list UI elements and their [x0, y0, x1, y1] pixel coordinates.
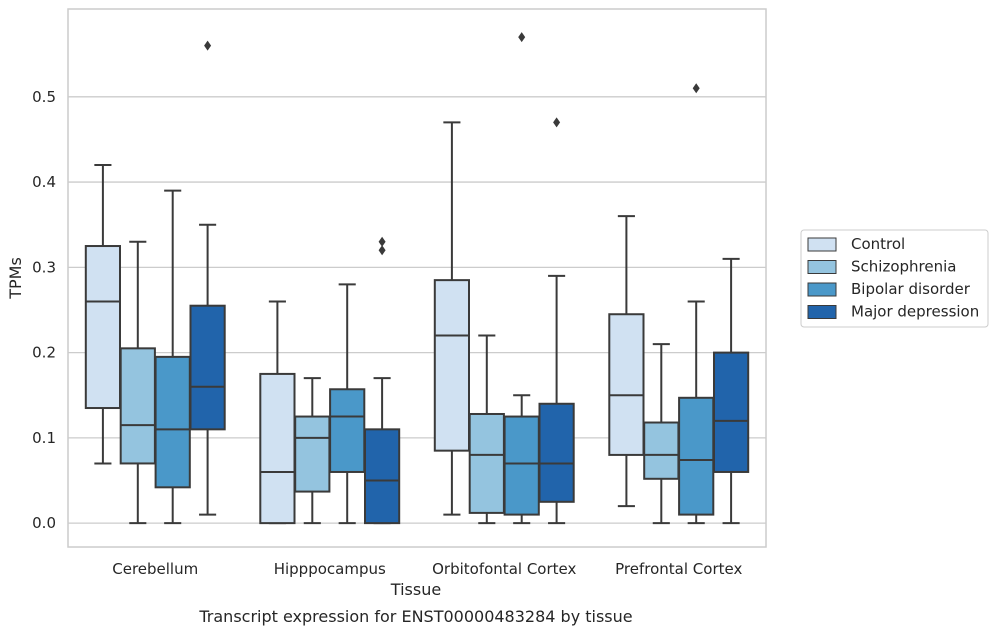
legend: Control Schizophrenia Bipolar disorder Majo… — [800, 229, 989, 328]
legend-swatch — [807, 282, 837, 297]
y-tick-label: 0.4 — [32, 173, 56, 191]
legend-swatch — [807, 305, 837, 319]
y-tick-label: 0.3 — [32, 258, 56, 276]
y-tick-label: 0.1 — [32, 429, 56, 447]
box — [294, 377, 331, 525]
x-tick-label: Prefrontal Cortex — [615, 560, 742, 578]
x-tick-label: Orbitofontal Cortex — [432, 560, 576, 578]
box-groups — [84, 32, 750, 525]
outlier-point — [692, 83, 700, 94]
box-iqr — [468, 412, 505, 514]
box-iqr — [433, 279, 471, 452]
outlier-point — [553, 117, 561, 128]
box-iqr — [84, 245, 122, 410]
y-tick-label: 0.2 — [32, 344, 56, 362]
box-iqr — [538, 402, 575, 503]
box-iqr — [363, 428, 401, 525]
legend-frame — [800, 229, 989, 328]
box-iqr — [503, 415, 540, 516]
box-iqr — [259, 372, 296, 525]
box — [119, 240, 156, 525]
box-iqr — [119, 347, 156, 465]
x-axis-label: Tissue — [390, 580, 441, 599]
outlier-point — [378, 245, 386, 256]
box — [608, 215, 645, 508]
y-tick-label: 0.0 — [32, 514, 56, 532]
legend-label: Major depression — [851, 303, 979, 321]
box — [712, 257, 750, 525]
box-iqr — [294, 415, 331, 493]
box — [433, 121, 471, 516]
legend-label: Bipolar disorder — [851, 280, 971, 298]
chart-caption: Transcript expression for ENST0000048328… — [198, 607, 632, 626]
legend-swatch — [807, 260, 837, 274]
legend-label: Schizophrenia — [851, 258, 956, 276]
box-iqr — [154, 355, 191, 489]
outlier-point — [378, 236, 386, 247]
y-tick-label: 0.5 — [32, 88, 56, 106]
box-iqr — [608, 313, 645, 456]
outlier-point — [518, 32, 526, 43]
box — [538, 117, 575, 525]
legend-swatch — [807, 237, 837, 252]
x-tick-labels: Cerebellum Hipppocampus Orbitofontal Corte… — [112, 560, 742, 578]
outlier-point — [204, 40, 212, 51]
box-iqr — [643, 421, 680, 480]
x-tick-label: Hipppocampus — [274, 560, 386, 578]
box — [468, 334, 505, 525]
box — [643, 343, 680, 525]
box-iqr — [712, 351, 750, 473]
box-iqr — [329, 388, 366, 473]
box-iqr — [189, 304, 226, 431]
x-tick-label: Cerebellum — [112, 560, 198, 578]
box — [678, 83, 715, 525]
box — [154, 189, 191, 525]
box — [84, 164, 122, 465]
box — [189, 40, 226, 516]
plot-frame — [67, 8, 767, 548]
y-tick-labels: 0.0 0.1 0.2 0.3 0.4 0.5 — [32, 88, 56, 532]
box — [329, 283, 366, 525]
y-axis-label: TPMs — [6, 257, 25, 300]
legend-label: Control — [851, 235, 905, 253]
box — [363, 236, 401, 525]
box-iqr — [678, 396, 715, 516]
